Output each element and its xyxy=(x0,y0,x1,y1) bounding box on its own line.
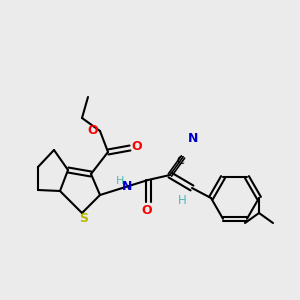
Text: N: N xyxy=(188,133,198,146)
Text: H: H xyxy=(116,176,124,186)
Text: O: O xyxy=(142,205,152,218)
Text: O: O xyxy=(132,140,142,152)
Text: O: O xyxy=(88,124,98,136)
Text: H: H xyxy=(178,194,186,208)
Text: C: C xyxy=(176,156,184,166)
Text: S: S xyxy=(80,212,88,224)
Text: N: N xyxy=(122,179,132,193)
